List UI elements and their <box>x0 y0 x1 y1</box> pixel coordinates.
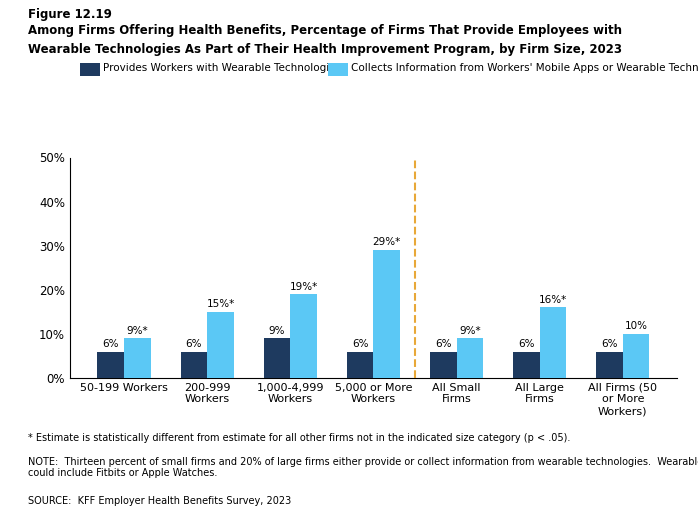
Text: Provides Workers with Wearable Technologies: Provides Workers with Wearable Technolog… <box>103 62 341 73</box>
Text: 16%*: 16%* <box>539 295 567 305</box>
Text: Collects Information from Workers' Mobile Apps or Wearable Technologies: Collects Information from Workers' Mobil… <box>351 62 698 73</box>
Bar <box>290 294 317 378</box>
Text: 9%: 9% <box>269 326 285 335</box>
Text: 6%: 6% <box>103 339 119 349</box>
Text: 6%: 6% <box>186 339 202 349</box>
Bar <box>373 250 400 378</box>
Bar <box>98 352 124 378</box>
Text: * Estimate is statistically different from estimate for all other firms not in t: * Estimate is statistically different fr… <box>28 433 570 443</box>
Text: 6%: 6% <box>352 339 369 349</box>
Text: 6%: 6% <box>435 339 452 349</box>
Bar <box>456 338 483 378</box>
Text: NOTE:  Thirteen percent of small firms and 20% of large firms either provide or : NOTE: Thirteen percent of small firms an… <box>28 457 698 478</box>
Bar <box>347 352 373 378</box>
Bar <box>430 352 456 378</box>
Bar <box>207 312 234 378</box>
Bar <box>623 334 649 378</box>
Text: Among Firms Offering Health Benefits, Percentage of Firms That Provide Employees: Among Firms Offering Health Benefits, Pe… <box>28 24 622 37</box>
Text: 15%*: 15%* <box>207 299 235 309</box>
Text: 10%: 10% <box>625 321 648 331</box>
Text: 29%*: 29%* <box>373 237 401 247</box>
Bar <box>264 338 290 378</box>
Bar <box>596 352 623 378</box>
Bar <box>513 352 540 378</box>
Text: Figure 12.19: Figure 12.19 <box>28 8 112 21</box>
Text: 19%*: 19%* <box>290 281 318 291</box>
Bar <box>181 352 207 378</box>
Text: 9%*: 9%* <box>459 326 481 335</box>
Bar <box>540 308 566 378</box>
Text: 6%: 6% <box>601 339 618 349</box>
Text: 9%*: 9%* <box>126 326 148 335</box>
Text: 6%: 6% <box>518 339 535 349</box>
Bar <box>124 338 151 378</box>
Text: Wearable Technologies As Part of Their Health Improvement Program, by Firm Size,: Wearable Technologies As Part of Their H… <box>28 43 622 56</box>
Text: SOURCE:  KFF Employer Health Benefits Survey, 2023: SOURCE: KFF Employer Health Benefits Sur… <box>28 496 291 506</box>
